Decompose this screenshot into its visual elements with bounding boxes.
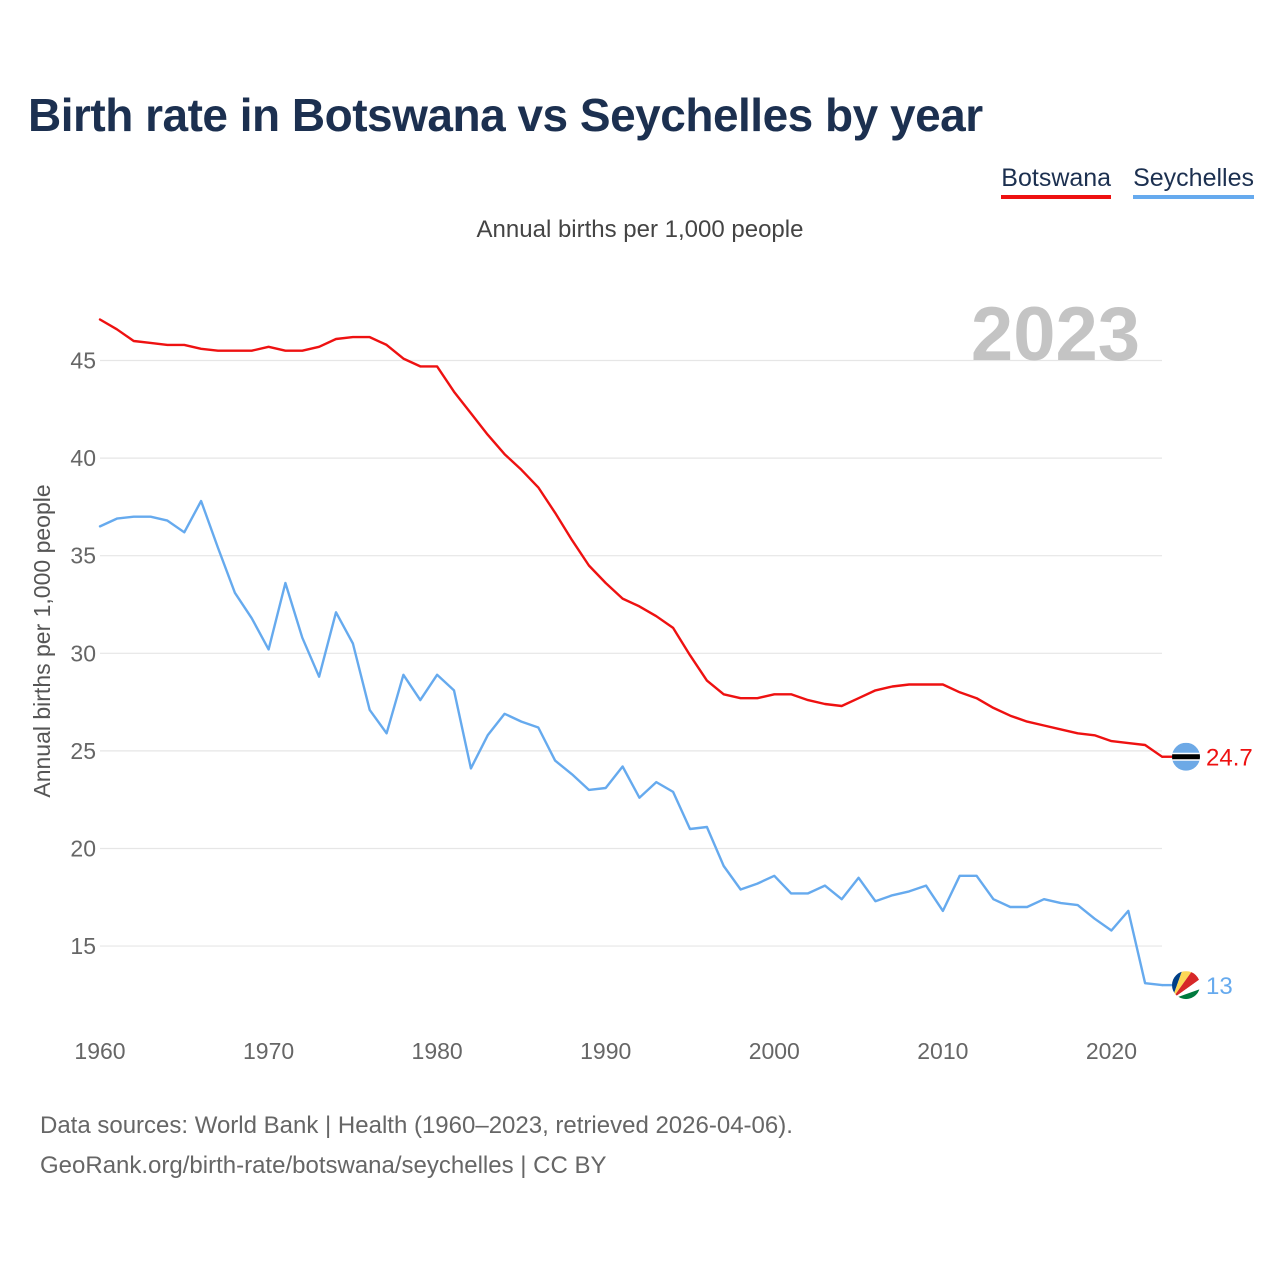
source-note: Data sources: World Bank | Health (1960–…	[40, 1106, 793, 1186]
y-tick-label-15: 15	[70, 933, 96, 959]
chart-subtitle: Annual births per 1,000 people	[476, 216, 804, 243]
end-label-botswana: 24.7	[1206, 745, 1253, 772]
chart-title: Birth rate in Botswana vs Seychelles by …	[28, 89, 983, 141]
botswana-flag-icon	[1172, 742, 1200, 771]
series-line-seychelles	[98, 499, 1164, 987]
end-label-seychelles: 13	[1206, 973, 1233, 1000]
source-line-1: Data sources: World Bank | Health (1960–…	[40, 1112, 793, 1139]
year-watermark: 2023	[971, 292, 1140, 377]
y-axis-ticks: 15 20 25 30 35 40 45	[70, 348, 96, 960]
chart-plot-area: 2023 15 20 25 30 35 40 45 1960 1970 1980 1990 2000…	[29, 292, 1253, 1064]
x-tick-label-1960: 1960	[74, 1038, 125, 1064]
series-lines	[98, 318, 1172, 987]
legend-item-botswana[interactable]: Botswana	[1001, 164, 1112, 199]
x-tick-label-1970: 1970	[243, 1038, 294, 1064]
seychelles-flag-icon	[1172, 971, 1200, 1000]
y-tick-label-40: 40	[70, 445, 96, 471]
source-line-2: GeoRank.org/birth-rate/botswana/seychell…	[40, 1152, 607, 1179]
y-tick-label-45: 45	[70, 348, 96, 374]
series-endpoints: 24.7 13	[1172, 742, 1253, 1000]
legend-item-seychelles[interactable]: Seychelles	[1133, 164, 1254, 199]
series-line-botswana	[98, 318, 1164, 758]
y-axis-title: Annual births per 1,000 people	[29, 484, 55, 797]
x-tick-label-1980: 1980	[412, 1038, 463, 1064]
x-tick-label-2000: 2000	[749, 1038, 800, 1064]
y-tick-label-25: 25	[70, 738, 96, 764]
x-tick-label-2010: 2010	[917, 1038, 968, 1064]
y-tick-label-30: 30	[70, 640, 96, 666]
x-axis-ticks: 1960 1970 1980 1990 2000 2010 2020	[74, 1038, 1137, 1064]
legend: Botswana Seychelles	[1001, 164, 1254, 199]
x-tick-label-1990: 1990	[580, 1038, 631, 1064]
x-tick-label-2020: 2020	[1086, 1038, 1137, 1064]
y-tick-label-20: 20	[70, 835, 96, 861]
y-tick-label-35: 35	[70, 543, 96, 569]
gridlines	[100, 359, 1162, 947]
